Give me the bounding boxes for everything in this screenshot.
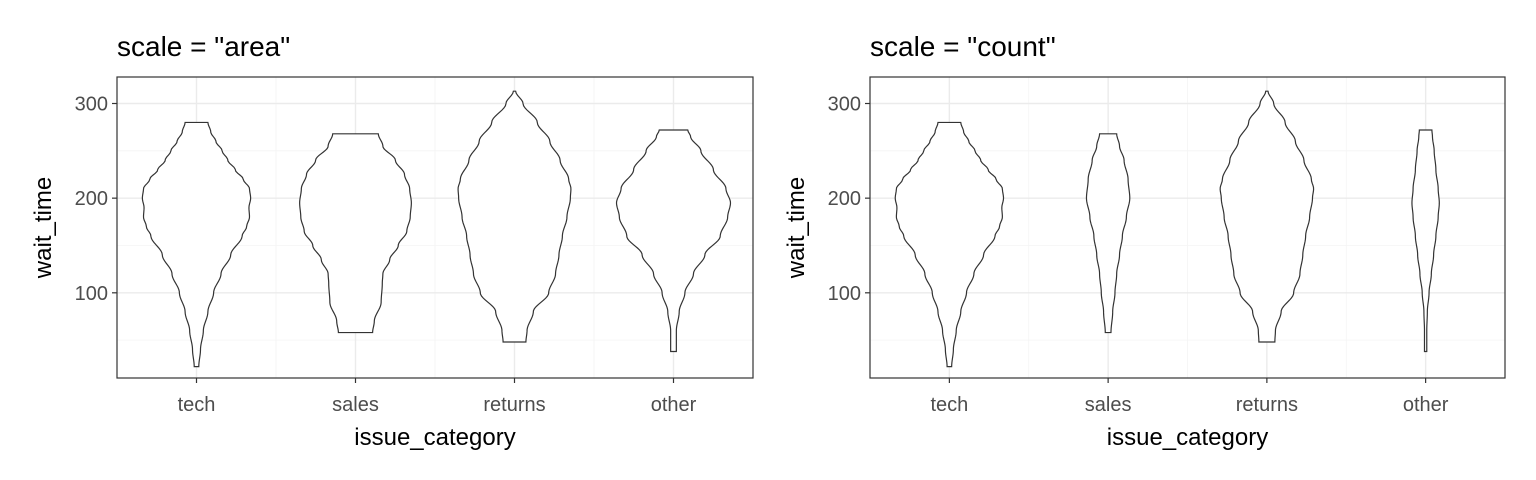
y-tick-label: 300 bbox=[828, 94, 861, 116]
violin-other bbox=[615, 129, 732, 353]
violin-sales bbox=[1085, 133, 1131, 334]
y-axis-title: wait_time bbox=[783, 177, 810, 279]
panel-border bbox=[869, 76, 1506, 379]
x-tick-label-tech: tech bbox=[178, 394, 216, 416]
x-tick-label-sales: sales bbox=[332, 394, 379, 416]
y-tick-label: 300 bbox=[75, 94, 108, 116]
panel-scale-count: 100 200 300 tech sales returns other issue_cate… bbox=[783, 31, 1506, 451]
y-tick-label: 100 bbox=[75, 283, 108, 305]
y-tick-label: 200 bbox=[75, 188, 108, 210]
y-tick-label: 200 bbox=[828, 188, 861, 210]
y-tick-label: 100 bbox=[828, 283, 861, 305]
x-tick-label-sales: sales bbox=[1085, 394, 1132, 416]
violin-returns bbox=[1219, 90, 1315, 343]
violin-tech bbox=[141, 121, 252, 368]
panel-scale-area: 100 200 300 tech sales returns other issue_cate… bbox=[30, 31, 754, 451]
panel-border bbox=[116, 76, 754, 379]
violin-returns bbox=[457, 90, 572, 343]
violin-sales bbox=[299, 133, 412, 334]
x-tick-label-other: other bbox=[1403, 394, 1449, 416]
x-tick-label-returns: returns bbox=[1236, 394, 1298, 416]
chart-title: scale = "count" bbox=[870, 31, 1056, 62]
chart-title: scale = "area" bbox=[117, 31, 290, 62]
x-axis-title: issue_category bbox=[354, 424, 515, 451]
x-axis-title: issue_category bbox=[1107, 424, 1268, 451]
violin-other bbox=[1411, 129, 1440, 353]
x-tick-label-tech: tech bbox=[930, 394, 968, 416]
x-tick-label-returns: returns bbox=[483, 394, 545, 416]
x-tick-label-other: other bbox=[651, 394, 697, 416]
violin-tech bbox=[894, 121, 1005, 368]
y-axis-title: wait_time bbox=[30, 177, 57, 279]
